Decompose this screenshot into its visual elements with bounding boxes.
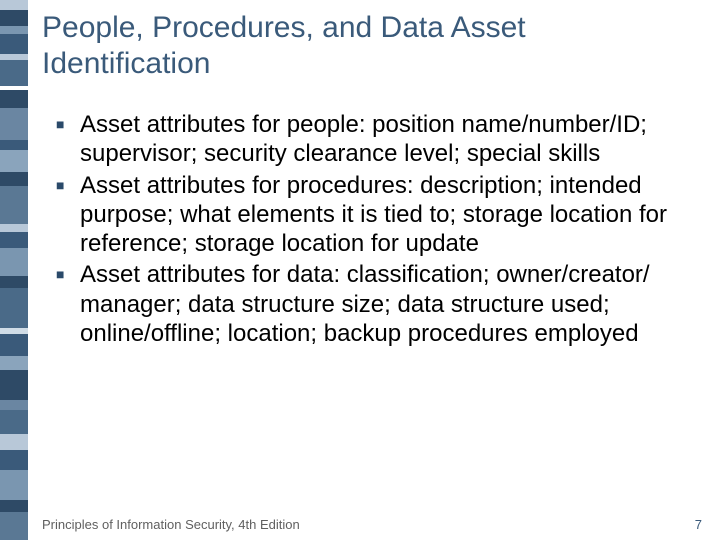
side-decoration	[0, 0, 30, 540]
deco-bar	[0, 232, 28, 248]
deco-bar	[0, 288, 28, 328]
deco-bar	[0, 410, 28, 434]
deco-bar	[0, 90, 28, 108]
deco-bar	[0, 186, 28, 224]
deco-bar	[0, 10, 28, 26]
footer-text: Principles of Information Security, 4th …	[42, 517, 300, 532]
list-item: ■Asset attributes for data: classificati…	[56, 260, 690, 348]
deco-bar	[0, 450, 28, 470]
deco-bar	[0, 334, 28, 356]
deco-bar	[0, 26, 28, 34]
list-item: ■Asset attributes for people: position n…	[56, 110, 690, 169]
deco-bar	[0, 224, 28, 232]
deco-bar	[0, 0, 28, 10]
slide-title: People, Procedures, and Data Asset Ident…	[42, 10, 700, 82]
deco-bar	[0, 500, 28, 512]
deco-bar	[0, 276, 28, 288]
bullet-text: Asset attributes for procedures: descrip…	[80, 171, 690, 259]
deco-bar	[0, 470, 28, 500]
deco-bar	[0, 60, 28, 86]
content-area: ■Asset attributes for people: position n…	[56, 110, 690, 350]
deco-bar	[0, 248, 28, 276]
deco-bar	[0, 140, 28, 150]
footer: Principles of Information Security, 4th …	[42, 517, 702, 532]
deco-bar	[0, 370, 28, 400]
deco-bar	[0, 150, 28, 172]
bullet-marker-icon: ■	[56, 260, 80, 348]
deco-bar	[0, 34, 28, 54]
page-number: 7	[695, 517, 702, 532]
list-item: ■Asset attributes for procedures: descri…	[56, 171, 690, 259]
bullet-marker-icon: ■	[56, 171, 80, 259]
bullet-marker-icon: ■	[56, 110, 80, 169]
deco-bar	[0, 512, 28, 540]
deco-bar	[0, 434, 28, 450]
deco-bar	[0, 172, 28, 186]
deco-bar	[0, 400, 28, 410]
bullet-text: Asset attributes for people: position na…	[80, 110, 690, 169]
deco-bar	[0, 356, 28, 370]
bullet-text: Asset attributes for data: classificatio…	[80, 260, 690, 348]
title-area: People, Procedures, and Data Asset Ident…	[42, 10, 700, 82]
deco-bar	[0, 108, 28, 140]
